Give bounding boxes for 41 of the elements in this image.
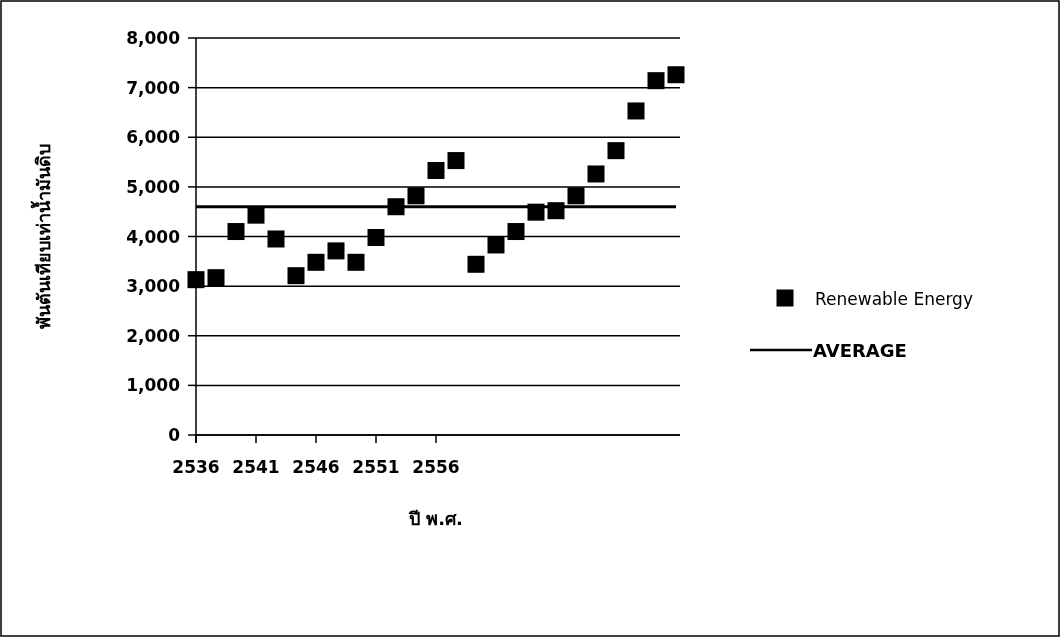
x-tick-label: 2536 [172,457,220,477]
y-tick-label: 5,000 [126,176,181,197]
y-tick-label: 0 [168,425,181,445]
y-tick-label: 7,000 [126,77,181,98]
y-tick-label: 6,000 [126,127,181,148]
x-tick-label: 2546 [292,457,340,477]
point [287,267,305,285]
point [447,152,465,170]
point [567,187,585,205]
x-axis-title: ปี พ.ศ. [408,508,463,529]
point [247,206,265,224]
point [187,271,205,289]
point [327,242,345,260]
y-tick-label: 4,000 [126,226,181,247]
point [227,223,245,241]
point [347,253,365,271]
point [647,72,665,90]
legend-label: Renewable Energy [815,289,973,309]
point [487,236,505,254]
point [627,102,645,120]
point [307,253,325,271]
point [507,223,525,241]
legend-label: AVERAGE [813,340,907,361]
y-tick-label: 8,000 [126,28,181,48]
point [407,187,425,205]
x-tick-label: 2551 [352,457,400,477]
point [467,255,485,273]
y-axis-title: พันตันเทียบเท่าน้ำมันดิบ [30,144,54,329]
plot: 0 1,000 2,000 3,000 4,000 5,000 6,000 7,000 8,000 2536 2541 2546 2551 2556 [126,28,685,477]
y-tick-label: 1,000 [126,375,181,396]
y-tick-label: 3,000 [126,276,181,297]
point [607,142,625,160]
point [207,269,225,287]
point [367,228,385,246]
x-tick-label: 2541 [232,457,280,477]
x-tick-label: 2556 [412,457,460,477]
point [427,162,445,179]
point [267,230,285,248]
y-tick-label: 2,000 [126,325,181,346]
point [667,66,685,84]
point [587,165,605,183]
